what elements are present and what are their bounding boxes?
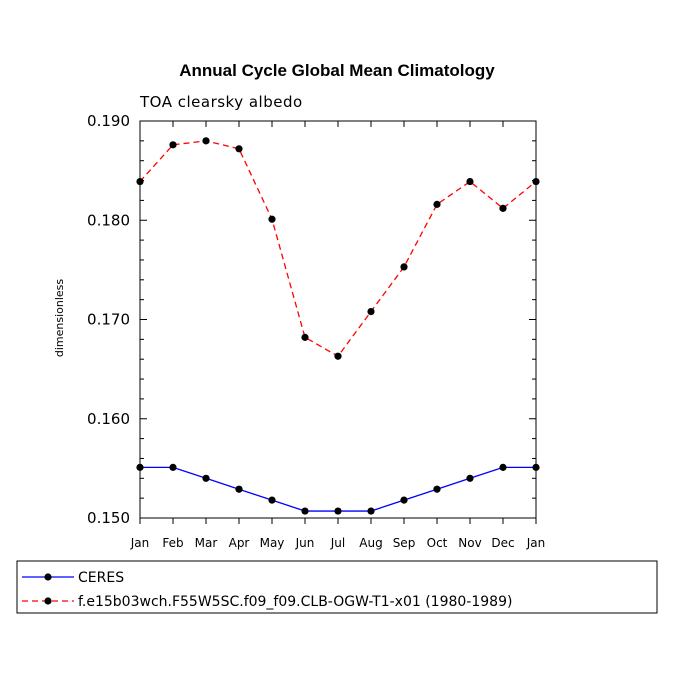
legend-model-label: f.e15b03wch.F55W5SC.f09_f09.CLB-OGW-T1-x… <box>78 594 512 610</box>
plot-frame <box>139 120 537 519</box>
x-tick-label: May <box>260 536 285 550</box>
chart-subtitle: TOA clearsky albedo <box>139 93 303 111</box>
y-tick-label: 0.150 <box>87 509 130 527</box>
x-tick-label: Jan <box>130 536 150 550</box>
legend-model-marker <box>44 597 52 605</box>
legend-item-model: f.e15b03wch.F55W5SC.f09_f09.CLB-OGW-T1-x… <box>22 594 512 610</box>
data-point-series-0 <box>268 496 276 504</box>
data-point-series-0 <box>301 507 309 515</box>
x-tick-label: Apr <box>229 536 250 550</box>
x-tick-label: Jun <box>295 536 315 550</box>
legend: CERES f.e15b03wch.F55W5SC.f09_f09.CLB-OG… <box>16 560 658 614</box>
data-point-series-1 <box>433 200 441 208</box>
legend-ceres-label: CERES <box>78 570 124 586</box>
x-tick-label: Oct <box>427 536 448 550</box>
data-point-series-1 <box>235 145 243 153</box>
data-point-series-0 <box>400 496 408 504</box>
data-point-series-0 <box>202 474 210 482</box>
y-tick-label: 0.190 <box>87 112 130 130</box>
y-tick-label: 0.170 <box>87 311 130 329</box>
data-point-series-0 <box>367 507 375 515</box>
data-point-series-0 <box>499 463 507 471</box>
data-point-series-0 <box>466 474 474 482</box>
series-layer <box>136 137 540 515</box>
data-point-series-1 <box>400 263 408 271</box>
data-point-series-1 <box>499 204 507 212</box>
legend-box <box>16 560 658 614</box>
x-tick-label: Mar <box>195 536 218 550</box>
data-point-series-1 <box>202 137 210 145</box>
chart-title: Annual Cycle Global Mean Climatology <box>179 61 495 80</box>
y-tick-label: 0.160 <box>87 410 130 428</box>
x-tick-label: Aug <box>359 536 382 550</box>
data-point-series-0 <box>433 485 441 493</box>
labels-layer: 0.150 0.160 0.170 0.180 0.190 Jan Feb Mar Apr May… <box>87 112 545 550</box>
y-axis-label: dimensionless <box>53 279 66 358</box>
y-tick-label: 0.180 <box>87 211 130 229</box>
data-point-series-1 <box>334 352 342 360</box>
data-point-series-1 <box>169 141 177 149</box>
legend-ceres-marker <box>44 573 52 581</box>
data-point-series-0 <box>334 507 342 515</box>
data-point-series-0 <box>235 485 243 493</box>
data-point-series-0 <box>169 463 177 471</box>
x-tick-label: Sep <box>393 536 416 550</box>
x-tick-label: Feb <box>162 536 183 550</box>
data-point-series-1 <box>367 307 375 316</box>
x-tick-label: Jan <box>526 536 546 550</box>
x-tick-label: Nov <box>458 536 481 550</box>
data-point-series-1 <box>301 333 309 341</box>
data-point-series-1 <box>466 177 474 186</box>
x-tick-label: Jul <box>330 536 345 550</box>
legend-item-ceres: CERES <box>22 570 124 586</box>
x-tick-label: Dec <box>491 536 514 550</box>
data-point-series-1 <box>268 215 276 223</box>
